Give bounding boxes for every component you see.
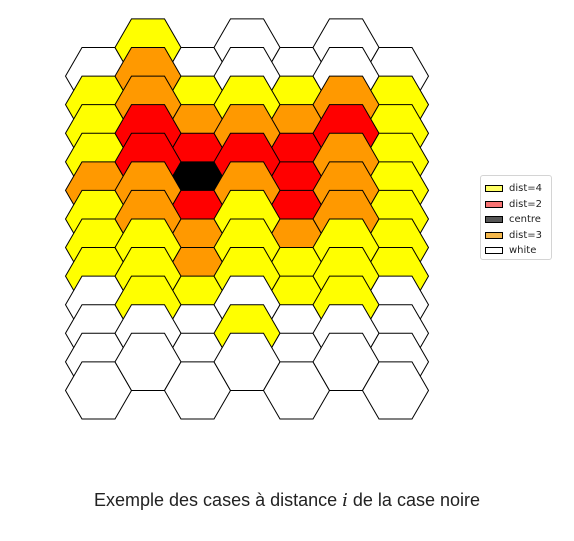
legend-item: dist=2 — [485, 197, 551, 213]
figure-caption: Exemple des cases à distance i de la cas… — [0, 490, 574, 511]
legend-swatch — [485, 216, 503, 224]
legend-label: dist=3 — [509, 229, 542, 241]
legend-item: dist=3 — [485, 228, 551, 244]
legend-swatch — [485, 200, 503, 208]
legend-swatch — [485, 247, 503, 255]
legend-item: centre — [485, 212, 551, 228]
legend: dist=4 dist=2 centre dist=3 white — [480, 175, 552, 260]
legend-item: white — [485, 243, 551, 259]
legend-swatch — [485, 185, 503, 193]
legend-item: dist=4 — [485, 181, 551, 197]
caption-text-after: de la case noire — [347, 490, 480, 510]
legend-swatch — [485, 231, 503, 239]
caption-variable: i — [342, 490, 348, 511]
hex-cell-white — [361, 361, 430, 420]
legend-label: centre — [509, 214, 541, 226]
caption-text-before: Exemple des cases à distance — [94, 490, 343, 510]
legend-label: white — [509, 245, 537, 257]
hex-grid — [64, 18, 430, 420]
legend-label: dist=2 — [509, 198, 542, 210]
legend-label: dist=4 — [509, 183, 542, 195]
